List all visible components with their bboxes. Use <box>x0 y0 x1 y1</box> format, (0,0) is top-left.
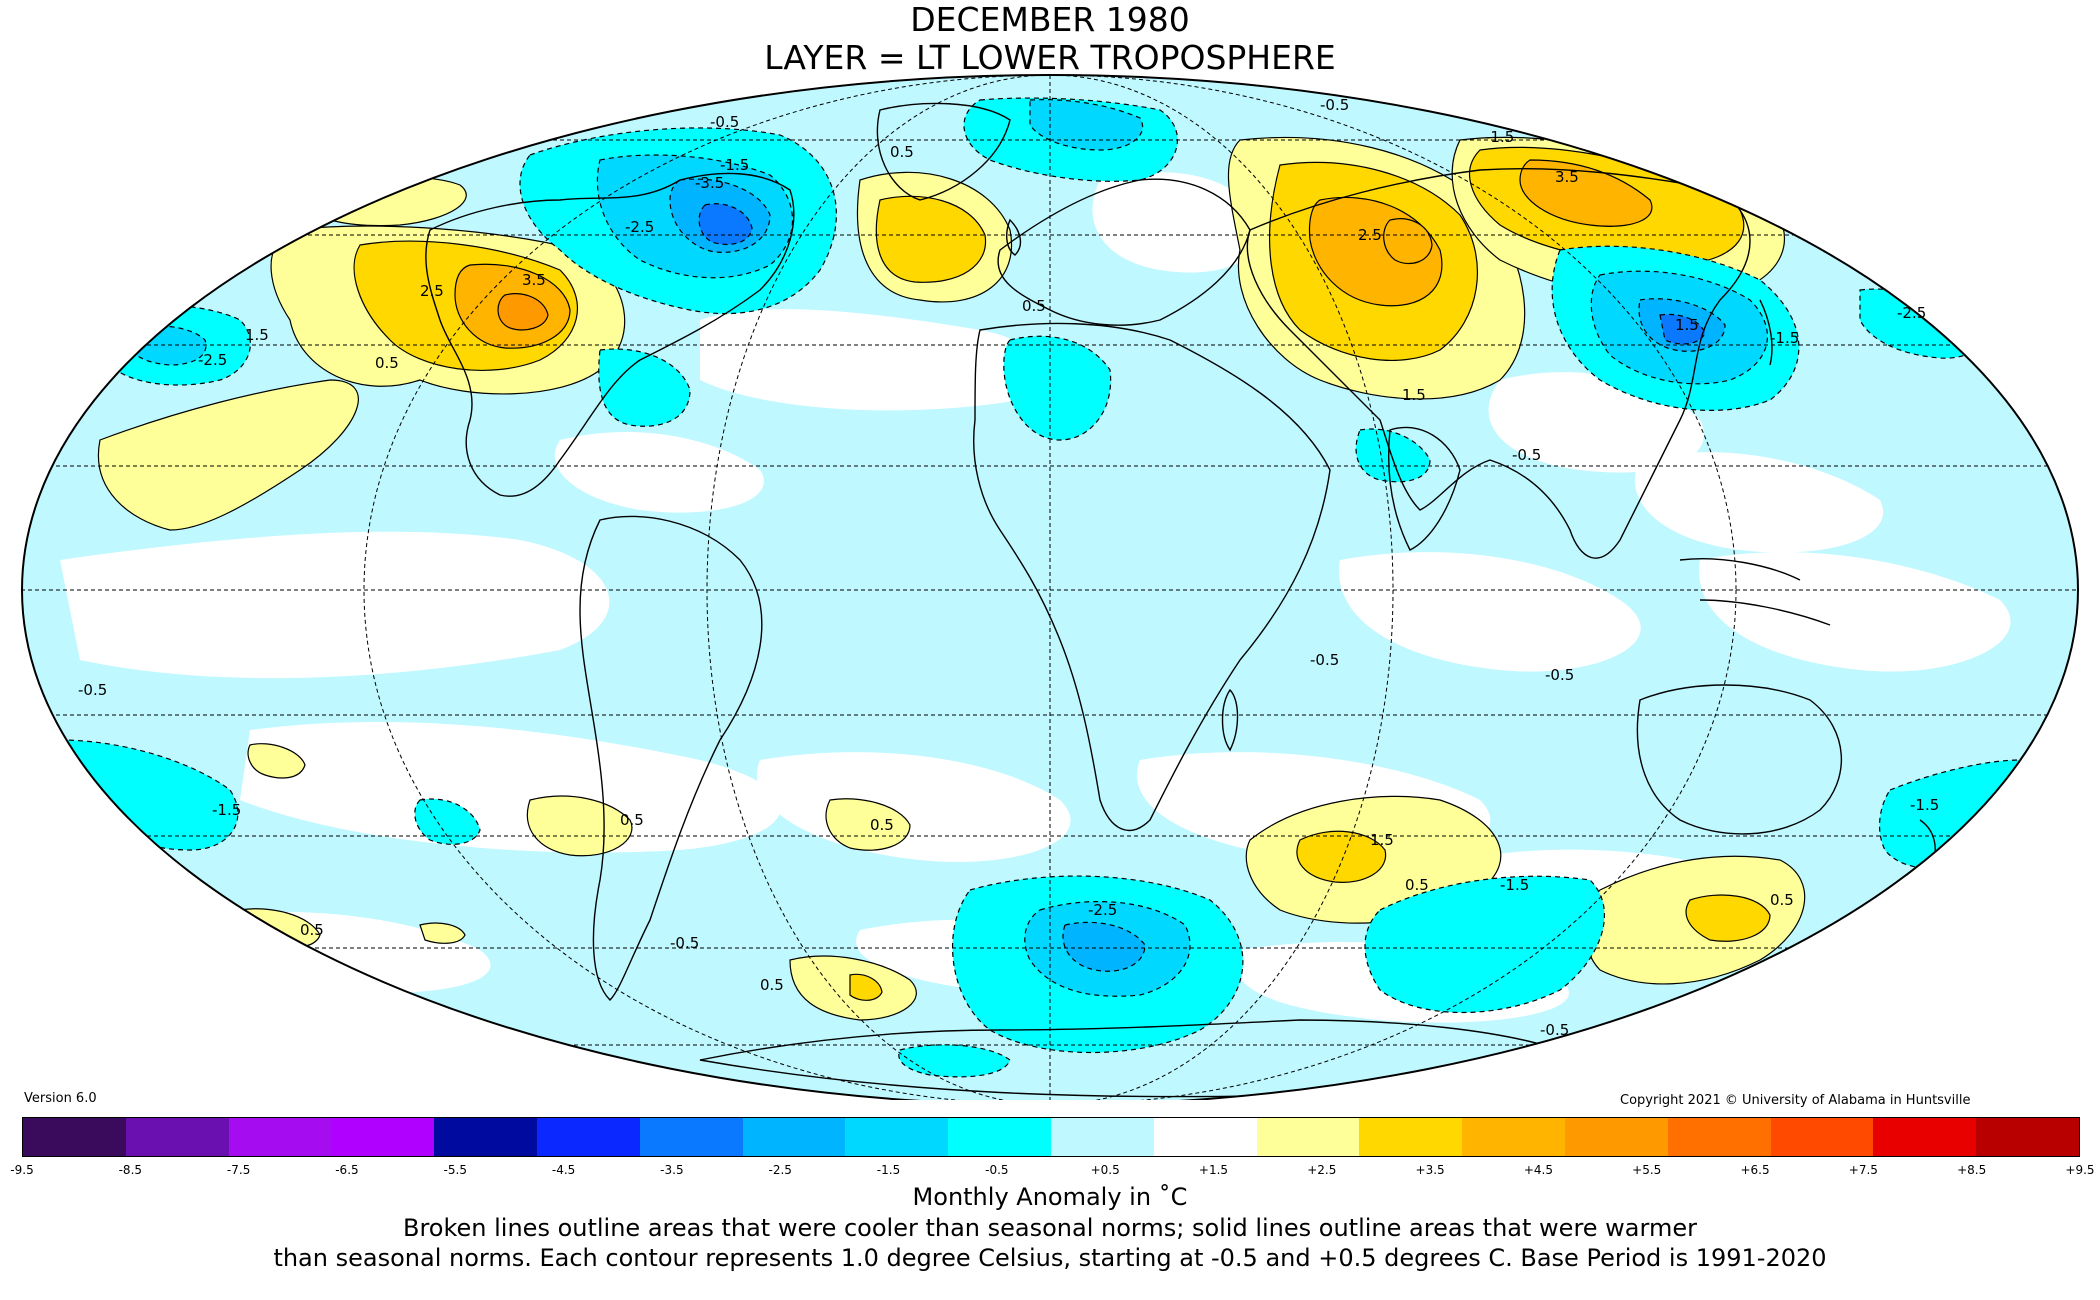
explanatory-note-line-1: Broken lines outline areas that were coo… <box>403 1214 1697 1242</box>
contour-label: -1.5 <box>1500 876 1529 894</box>
colorbar-tick-label: +5.5 <box>1632 1163 1662 1177</box>
contour-label: 3.5 <box>1555 168 1579 186</box>
map-title: DECEMBER 1980 <box>910 0 1190 39</box>
contour-label: -0.5 <box>710 113 739 131</box>
colorbar-swatch <box>1256 1118 1360 1156</box>
colorbar-tick-label: -2.5 <box>768 1163 792 1177</box>
contour-label: 0.5 <box>375 354 399 372</box>
colorbar-swatch <box>1976 1118 2079 1156</box>
colorbar-swatch <box>639 1118 743 1156</box>
colorbar-tick-label: +9.5 <box>2065 1163 2095 1177</box>
contour-label: -0.5 <box>1310 651 1339 669</box>
map-border <box>21 74 2079 1100</box>
warm-deep-regions <box>497 293 549 331</box>
colorbar-swatch <box>845 1118 949 1156</box>
contour-label: 0.5 <box>1405 876 1429 894</box>
colorbar-tick-label: +6.5 <box>1740 1163 1770 1177</box>
contour-label: 2.5 <box>1358 226 1382 244</box>
colorbar-swatch <box>1050 1118 1154 1156</box>
version-label: Version 6.0 <box>24 1091 97 1106</box>
contour-label: 0.5 <box>300 921 324 939</box>
contour-label: 1.5 <box>1402 386 1426 404</box>
warm-strong-regions <box>454 159 1653 349</box>
contour-label: 1.5 <box>245 326 269 344</box>
colorbar-swatch <box>434 1118 537 1156</box>
colorbar-tick-label: +1.5 <box>1198 1163 1229 1177</box>
contour-label: -0.5 <box>1545 666 1574 684</box>
world-anomaly-map: -0.5 -1.5 -2.5 -3.5 0.5 1.5 2.5 3.5 -0.5… <box>21 74 2079 1100</box>
colorbar-swatch <box>1667 1118 1771 1156</box>
colorbar-swatch <box>948 1118 1051 1156</box>
colorbar-swatch <box>1359 1118 1463 1156</box>
contour-label: -2.5 <box>625 218 654 236</box>
colorbar-swatch <box>1564 1118 1668 1156</box>
colorbar-tick-label: -1.5 <box>876 1163 901 1177</box>
contour-labels: -0.5 -1.5 -2.5 -3.5 0.5 1.5 2.5 3.5 -0.5… <box>78 96 1939 1039</box>
colorbar-swatch <box>1873 1118 1977 1156</box>
colorbar-swatch <box>742 1118 846 1156</box>
contour-label: -0.5 <box>1320 96 1349 114</box>
colorbar-tick-label: -0.5 <box>985 1163 1009 1177</box>
contour-label: 0.5 <box>760 976 784 994</box>
copyright-label: Copyright 2021 © University of Alabama i… <box>1620 1093 1971 1108</box>
colorbar-tick-label: +0.5 <box>1090 1163 1120 1177</box>
contour-label: 0.5 <box>620 811 644 829</box>
contour-label: -1.5 <box>720 156 749 174</box>
contour-label: -3.5 <box>695 174 724 192</box>
contour-label: -1.5 <box>1770 329 1799 347</box>
colorbar-tick-label: +2.5 <box>1307 1163 1337 1177</box>
colorbar-tick-label: +8.5 <box>1957 1163 1987 1177</box>
colorbar-tick-label: -7.5 <box>226 1163 251 1177</box>
contour-label: -1.5 <box>212 801 241 819</box>
anomaly-field <box>22 75 2078 1100</box>
colorbar-tick-label: -4.5 <box>551 1163 576 1177</box>
colorbar-tick-label: -3.5 <box>660 1163 684 1177</box>
colorbar-swatch <box>536 1118 640 1156</box>
contour-label: -1.5 <box>1485 128 1514 146</box>
coastlines <box>425 102 1936 1098</box>
colorbar-tick-label: -6.5 <box>335 1163 359 1177</box>
contour-label: -1.5 <box>1910 796 1939 814</box>
contour-label: -0.5 <box>1540 1021 1569 1039</box>
contour-label: 2.5 <box>420 282 444 300</box>
cool-deep-regions <box>698 203 1706 345</box>
colorbar-swatch <box>331 1118 435 1156</box>
colorbar-swatch <box>1462 1118 1565 1156</box>
contour-label: -2.5 <box>1088 901 1117 919</box>
contour-label: 1.5 <box>1370 831 1394 849</box>
colorbar-tick-label: -8.5 <box>118 1163 143 1177</box>
contour-label: -0.5 <box>1512 446 1541 464</box>
colorbar-tick-label: -5.5 <box>443 1163 467 1177</box>
colorbar-ticks: -9.5 -8.5 -7.5 -6.5 -5.5 -4.5 -3.5 -2.5 -1.5 -0.5… <box>10 1163 2094 1179</box>
contour-label: 1.5 <box>1675 316 1699 334</box>
colorbar-swatch <box>228 1118 332 1156</box>
colorbar <box>22 1117 2080 1157</box>
contour-label: -2.5 <box>198 351 227 369</box>
colorbar-tick-label: +4.5 <box>1523 1163 1553 1177</box>
contour-label: 0.5 <box>1022 297 1046 315</box>
contour-label: 0.5 <box>870 816 894 834</box>
colorbar-swatch <box>1770 1118 1874 1156</box>
colorbar-tick-label: -9.5 <box>10 1163 34 1177</box>
colorbar-swatch <box>125 1118 229 1156</box>
colorbar-swatch <box>23 1118 126 1156</box>
contour-label: 0.5 <box>890 143 914 161</box>
contour-label: -2.5 <box>1897 304 1926 322</box>
colorbar-swatch <box>1153 1118 1257 1156</box>
map-subtitle: LAYER = LT LOWER TROPOSPHERE <box>764 38 1336 77</box>
contour-label: -0.5 <box>670 934 699 952</box>
contour-label: 0.5 <box>1770 891 1794 909</box>
colorbar-label: Monthly Anomaly in ˚C <box>912 1183 1188 1211</box>
contour-label: -0.5 <box>78 681 107 699</box>
contour-label: 3.5 <box>522 271 546 289</box>
colorbar-tick-label: +7.5 <box>1848 1163 1878 1177</box>
explanatory-note-line-2: than seasonal norms. Each contour repres… <box>273 1244 1827 1272</box>
colorbar-tick-label: +3.5 <box>1415 1163 1445 1177</box>
